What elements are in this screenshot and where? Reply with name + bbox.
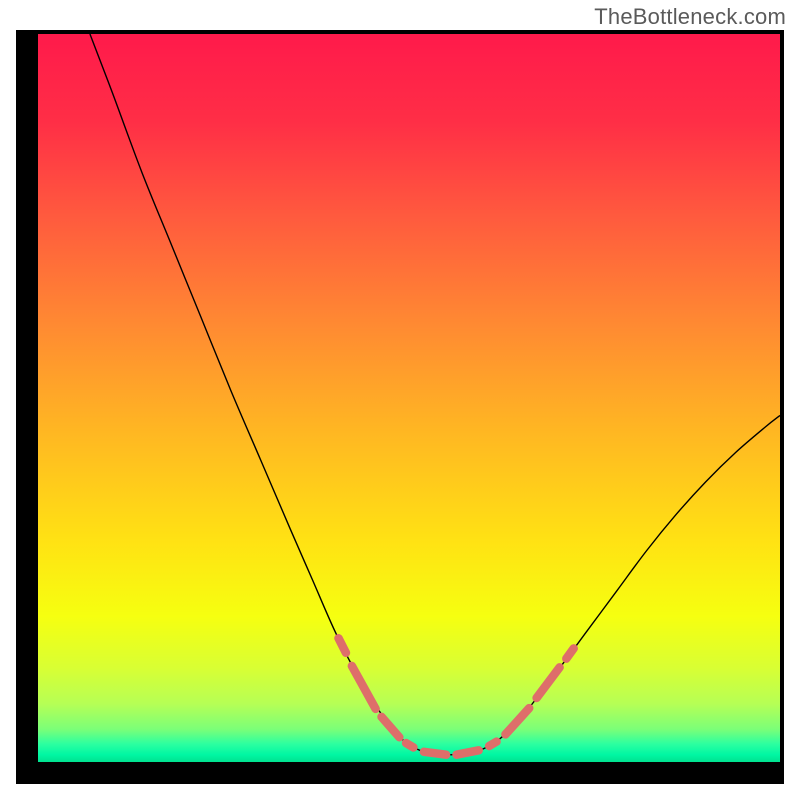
- bottleneck-curve-chart: [38, 34, 780, 762]
- highlight-dash: [566, 648, 573, 658]
- highlight-dash: [489, 742, 496, 746]
- highlight-dash: [456, 750, 478, 754]
- plot-area: [38, 34, 780, 762]
- plot-frame: [16, 30, 784, 784]
- highlight-dash: [424, 752, 446, 755]
- watermark-text: TheBottleneck.com: [594, 4, 786, 30]
- highlight-dash: [406, 743, 413, 747]
- gradient-background: [38, 34, 780, 762]
